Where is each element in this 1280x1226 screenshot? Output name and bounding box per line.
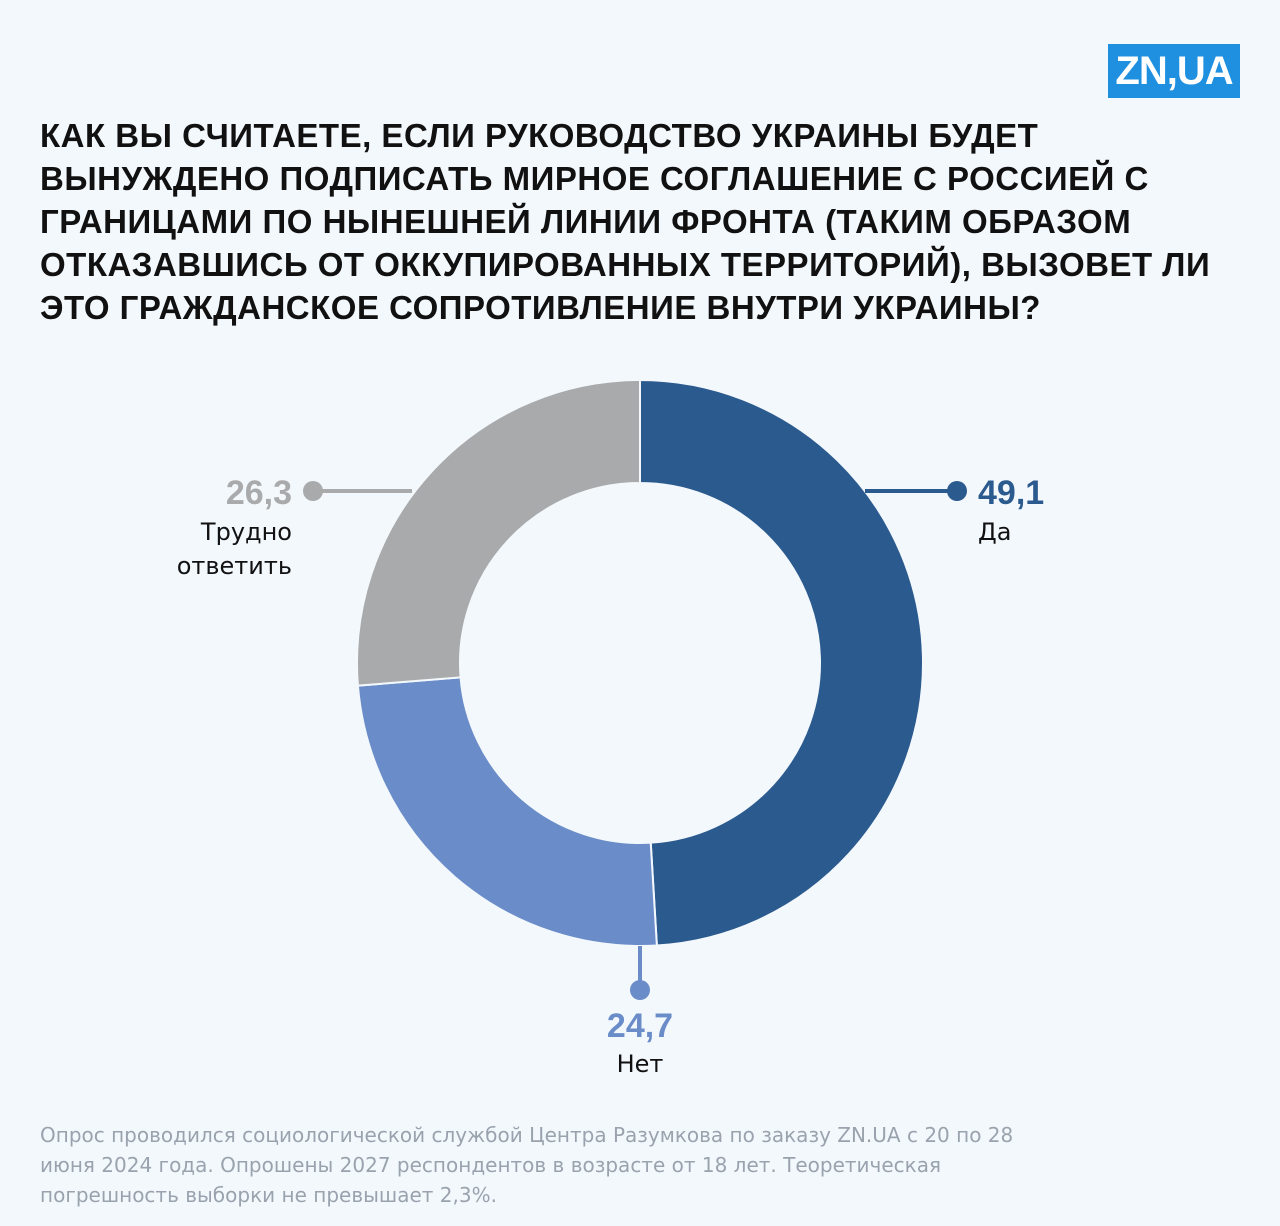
footnote: Опрос проводился социологической службой… (40, 1123, 1014, 1207)
leader-dot (303, 481, 323, 501)
leader-dot (630, 980, 650, 1000)
value-label: 49,1 (978, 474, 1045, 512)
value-label: 24,7 (606, 1007, 674, 1045)
chart-title: Как вы считаете, если руководство Украин… (40, 117, 1211, 326)
category-label: Да (978, 518, 1012, 546)
value-label: 26,3 (225, 474, 292, 512)
leader-dot (947, 481, 967, 501)
donut-segment (356, 676, 658, 947)
donut-segment (639, 378, 924, 947)
category-label: Трудно ответить (176, 518, 292, 580)
category-label: Нет (616, 1050, 664, 1078)
logo: ZN,UA (1108, 44, 1240, 98)
donut-segment (356, 378, 641, 687)
